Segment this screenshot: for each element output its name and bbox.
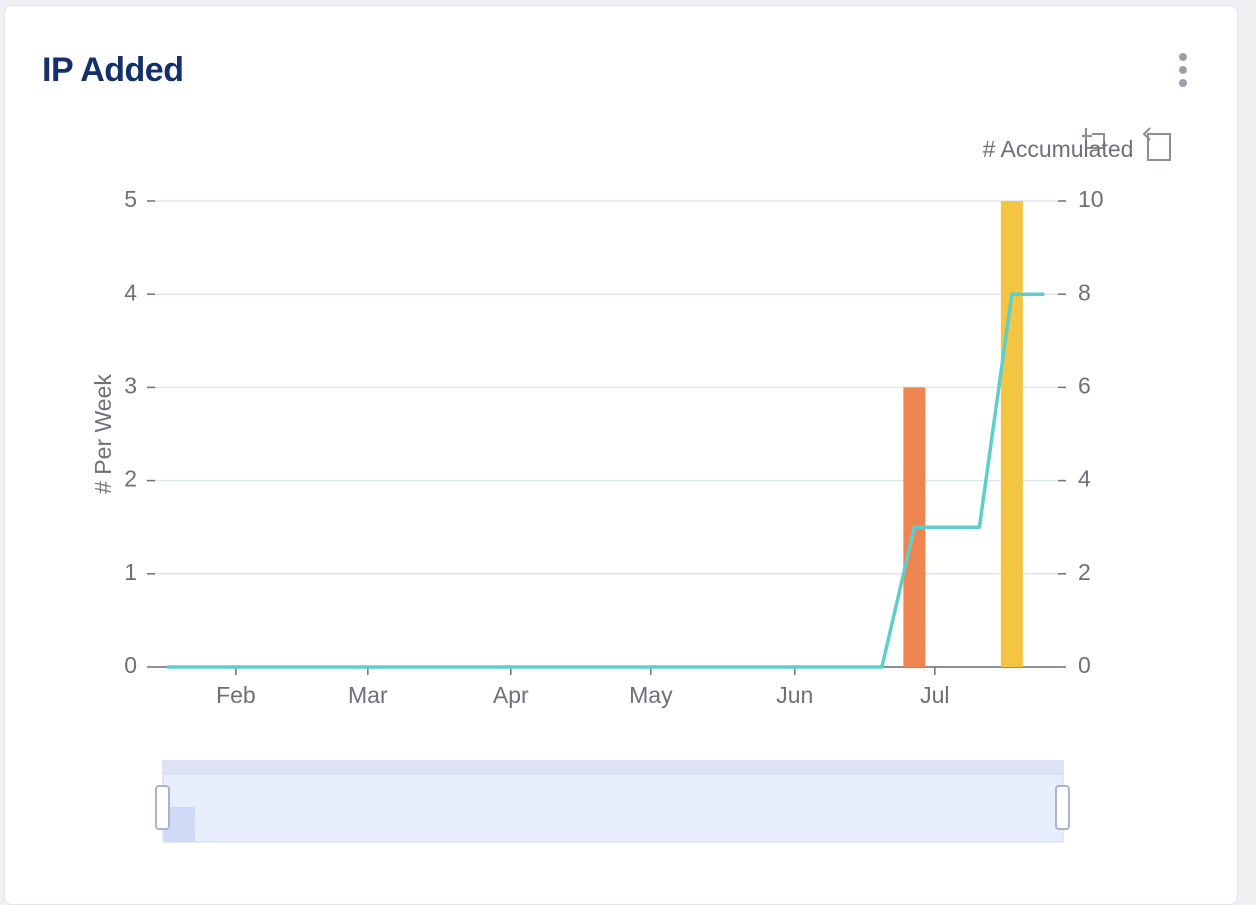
x-tick-label: Jun	[776, 682, 813, 708]
y-tick-label: 1	[124, 559, 137, 585]
y-tick-label: 2	[124, 466, 137, 492]
y2-tick-label: 2	[1078, 559, 1091, 585]
y2-tick-label: 0	[1078, 652, 1091, 678]
x-tick-label: May	[629, 682, 673, 708]
zoom-handle[interactable]	[155, 785, 170, 830]
zoom-handle[interactable]	[1055, 785, 1070, 830]
y2-tick-label: 4	[1078, 466, 1091, 492]
y-axis-label: # Per Week	[90, 374, 116, 494]
zoom-bar[interactable]	[162, 760, 1064, 774]
accumulated-line	[167, 292, 1045, 669]
y-tick-label: 0	[124, 652, 137, 678]
y-tick-label: 3	[124, 372, 137, 398]
y2-axis-label: # Accumulated	[983, 136, 1134, 162]
x-tick-label: Mar	[348, 682, 388, 708]
y2-tick-label: 6	[1078, 372, 1091, 398]
card-title: IP Added	[42, 51, 184, 89]
card: IP Added	[4, 5, 1238, 905]
y-tick-label: 4	[124, 279, 137, 305]
toolbox[interactable]	[1082, 127, 1171, 161]
x-tick-label: Jul	[920, 682, 949, 708]
zoom-window[interactable]	[162, 773, 1064, 843]
data-zoom[interactable]	[155, 760, 1070, 843]
y2-tick-label: 10	[1078, 186, 1104, 212]
bar	[1000, 201, 1023, 667]
x-tick-label: Apr	[493, 682, 529, 708]
y2-tick-label: 8	[1078, 279, 1091, 305]
y-tick-label: 5	[124, 186, 137, 212]
menu-button[interactable]	[1175, 51, 1191, 91]
x-tick-label: Feb	[216, 682, 256, 708]
